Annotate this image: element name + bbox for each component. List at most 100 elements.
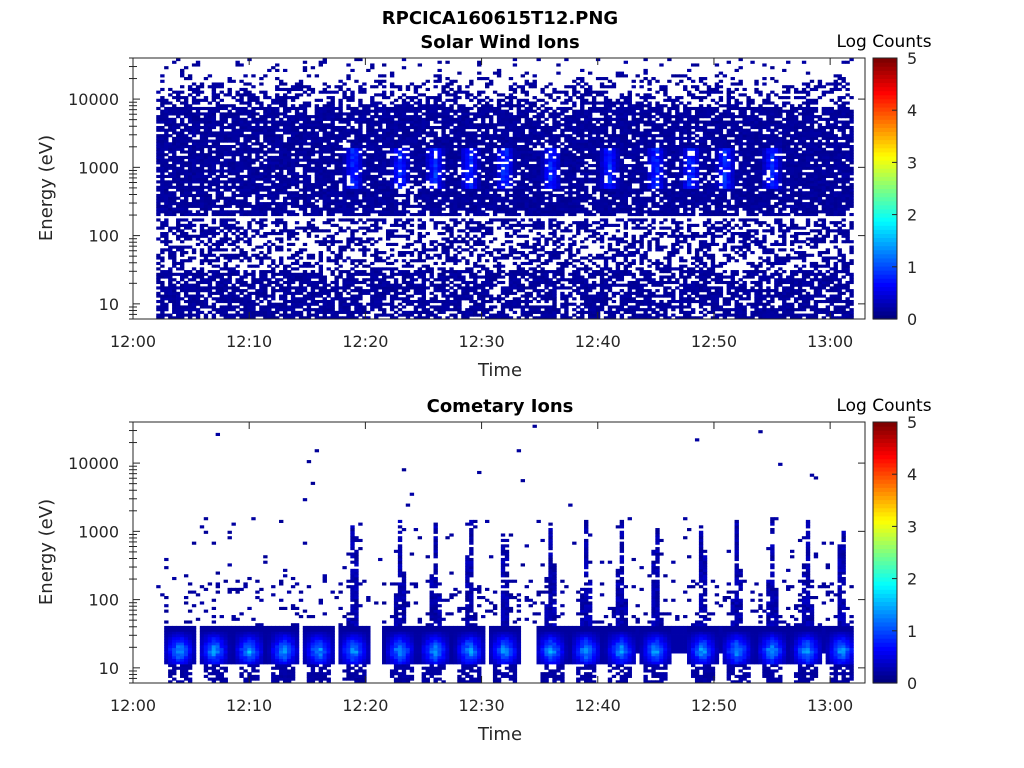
heatmap-cell [405, 158, 411, 162]
heatmap-cell [275, 283, 280, 287]
heatmap-cell [358, 115, 363, 119]
heatmap-cell [294, 289, 300, 293]
heatmap-cell [235, 278, 240, 282]
heatmap-cell [465, 226, 470, 230]
heatmap-cell [180, 259, 185, 263]
heatmap-cell [251, 212, 256, 217]
heatmap-cell [433, 104, 438, 108]
heatmap-cell [183, 212, 189, 217]
heatmap-cell [334, 259, 339, 263]
heatmap-cell [219, 155, 224, 159]
heatmap-cell [160, 147, 165, 151]
heatmap-cell [433, 278, 438, 282]
heatmap-cell [346, 297, 351, 301]
heatmap-cell [461, 153, 466, 157]
heatmap-cell [310, 125, 316, 130]
heatmap-cell [282, 280, 288, 285]
heatmap-cell [449, 117, 454, 121]
heatmap-cell [318, 177, 323, 181]
heatmap-cell [374, 202, 379, 206]
heatmap-cell [350, 174, 355, 179]
heatmap-cell [279, 169, 284, 173]
heatmap-cell [180, 166, 185, 170]
heatmap-cell [397, 291, 403, 295]
heatmap-cell [223, 180, 228, 184]
heatmap-cell [393, 199, 399, 203]
heatmap-cell [195, 294, 201, 298]
heatmap-cell [156, 237, 161, 241]
heatmap-cell [219, 125, 224, 130]
heatmap-cell [275, 101, 280, 105]
heatmap-cell [219, 98, 224, 102]
heatmap-cell [477, 153, 482, 157]
heatmap-cell [445, 161, 450, 165]
heatmap-cell [485, 131, 490, 135]
heatmap-cell [183, 115, 189, 119]
heatmap-cell [473, 242, 478, 246]
heatmap-cell [437, 191, 442, 195]
heatmap-cell [382, 106, 387, 111]
heatmap-cell [290, 196, 296, 200]
heatmap-cell [469, 270, 474, 274]
heatmap-cell [389, 193, 395, 198]
heatmap-cell [286, 161, 292, 165]
heatmap-cell [389, 177, 395, 181]
heatmap-cell [461, 128, 466, 132]
heatmap-cell [378, 280, 383, 285]
heatmap-cell [168, 267, 173, 271]
heatmap-cell [203, 180, 209, 184]
heatmap-cell [286, 96, 292, 100]
heatmap-cell [310, 193, 316, 198]
heatmap-cell [183, 191, 189, 195]
heatmap-cell [199, 125, 205, 130]
heatmap-cell [477, 158, 482, 162]
heatmap-cell [203, 117, 209, 121]
heatmap-cell [445, 169, 450, 173]
heatmap-cell [231, 161, 236, 165]
heatmap-cell [180, 245, 185, 249]
heatmap-cell [421, 242, 426, 246]
heatmap-cell [164, 158, 169, 162]
heatmap-cell [477, 221, 482, 225]
heatmap-cell [227, 280, 232, 285]
heatmap-cell [199, 286, 205, 290]
heatmap-cell [350, 237, 355, 241]
heatmap-cell [318, 240, 323, 244]
heatmap-cell [457, 299, 462, 304]
heatmap-cell [350, 232, 355, 236]
heatmap-cell [397, 115, 403, 119]
heatmap-cell [488, 207, 494, 211]
heatmap-cell [195, 131, 201, 135]
heatmap-cell [286, 136, 292, 140]
heatmap-cell [326, 305, 331, 309]
heatmap-cell [298, 264, 304, 268]
heatmap-cell [389, 270, 395, 274]
heatmap-cell [239, 142, 244, 146]
heatmap-cell [176, 316, 181, 320]
heatmap-cell [425, 123, 430, 127]
heatmap-cell [453, 136, 458, 140]
heatmap-cell [401, 210, 407, 214]
heatmap-cell [223, 272, 228, 276]
heatmap-cell [449, 242, 454, 246]
heatmap-cell [445, 316, 450, 320]
heatmap-cell [235, 204, 240, 208]
heatmap-cell [354, 164, 359, 168]
heatmap-cell [191, 180, 197, 184]
heatmap-cell [342, 280, 347, 285]
heatmap-cell [358, 286, 363, 290]
heatmap-cell [310, 270, 316, 274]
heatmap-cell [219, 185, 224, 189]
heatmap-cell [199, 234, 205, 238]
heatmap-cell [176, 180, 181, 184]
heatmap-cell [465, 259, 470, 263]
heatmap-cell [473, 155, 478, 159]
heatmap-cell [318, 166, 323, 170]
heatmap-cell [172, 199, 177, 203]
heatmap-cell [259, 275, 264, 279]
heatmap-cell [389, 232, 395, 236]
heatmap-cell [298, 256, 304, 260]
heatmap-cell [481, 180, 486, 184]
heatmap-cell [378, 202, 383, 206]
heatmap-cell [255, 96, 260, 100]
